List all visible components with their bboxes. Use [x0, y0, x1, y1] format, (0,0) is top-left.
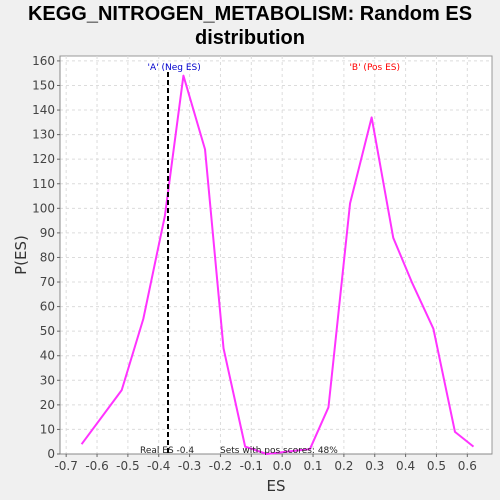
y-tick-label: 70 — [40, 275, 55, 289]
x-tick-label: 0.4 — [396, 459, 415, 473]
series-line — [80, 74, 475, 455]
pos-es-label: 'B' (Pos ES) — [349, 63, 400, 73]
neg-es-label: 'A' (Neg ES) — [148, 63, 201, 73]
y-tick-label: 10 — [40, 422, 55, 436]
y-tick-label: 30 — [40, 373, 55, 387]
x-tick-label: 0.6 — [458, 459, 477, 473]
y-tick-label: 100 — [32, 201, 55, 215]
y-axis-label: P(ES) — [12, 235, 30, 275]
x-tick-label: 0.0 — [273, 459, 292, 473]
x-tick-label: -0.5 — [116, 459, 139, 473]
x-tick-label: -0.2 — [209, 459, 232, 473]
y-tick-label: 20 — [40, 398, 55, 412]
x-tick-label: -0.6 — [85, 459, 108, 473]
grid — [60, 56, 492, 455]
pos-scores-label: Sets with pos scores: 48% — [220, 446, 338, 456]
x-tick-label: -0.4 — [147, 459, 170, 473]
x-tick-label: -0.7 — [54, 459, 77, 473]
x-axis-label: ES — [267, 477, 286, 495]
y-tick-label: 130 — [32, 128, 55, 142]
x-tick-label: 0.1 — [303, 459, 322, 473]
y-tick-label: 150 — [32, 78, 55, 92]
plot-area — [59, 55, 493, 455]
y-tick-label: 50 — [40, 324, 55, 338]
y-tick-label: 140 — [32, 103, 55, 117]
x-tick-label: 0.3 — [365, 459, 384, 473]
y-tick-label: 90 — [40, 226, 55, 240]
series-group — [80, 74, 475, 455]
y-tick-label: 120 — [32, 152, 55, 166]
real-es-label: Real ES -0.4 — [140, 446, 194, 456]
chart-title: KEGG_NITROGEN_METABOLISM: Random ES dist… — [27, 3, 473, 49]
x-axis-ticks: -0.7 -0.6 -0.5 -0.4 -0.3 -0.2 -0.1 0.0 0.1 0.2 0.3… — [54, 454, 477, 473]
y-tick-label: 110 — [32, 177, 55, 191]
axes — [59, 56, 492, 455]
y-axis-ticks: 0 10 20 30 40 50 60 70 80 90 100 110 120 130 140 150 160 — [32, 54, 60, 461]
x-tick-label: 0.5 — [427, 459, 446, 473]
y-tick-label: 40 — [40, 349, 55, 363]
y-tick-label: 160 — [32, 54, 55, 68]
y-tick-label: 80 — [40, 250, 55, 264]
y-tick-label: 60 — [40, 300, 55, 314]
x-tick-label: -0.1 — [240, 459, 263, 473]
y-tick-label: 0 — [47, 447, 55, 461]
x-tick-label: -0.3 — [178, 459, 201, 473]
x-tick-label: 0.2 — [334, 459, 353, 473]
